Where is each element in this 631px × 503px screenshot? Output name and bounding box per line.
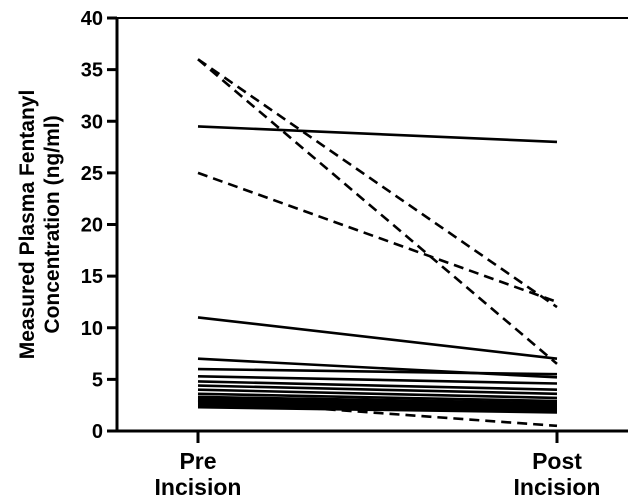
y-tick-label: 5: [92, 369, 103, 391]
series-line-11: [197, 388, 558, 400]
y-axis-title-line: Measured Plasma Fentanyl: [16, 90, 39, 360]
series-line-1: [197, 58, 558, 365]
y-axis-title: Measured Plasma FentanylConcentration (n…: [16, 90, 64, 360]
y-tick-label: 25: [81, 163, 103, 185]
y-tick-label: 10: [81, 318, 103, 340]
y-tick-label: 20: [81, 215, 103, 237]
series-line-18: [197, 405, 558, 414]
x-category-label: Post Incision: [514, 448, 601, 500]
series-line-2: [197, 58, 558, 309]
series-line-16: [197, 401, 558, 411]
series-line-12: [197, 392, 558, 403]
series-line-9: [197, 380, 558, 391]
axes: [107, 16, 628, 443]
series-line-15: [197, 399, 558, 409]
x-category-label-line: Incision: [155, 474, 242, 500]
series-line-19: [197, 398, 558, 428]
series-line-10: [197, 384, 558, 396]
y-tick-label: 0: [92, 421, 103, 443]
x-category-label-line: Incision: [514, 474, 601, 500]
y-axis-title-line: Concentration (ng/ml): [41, 115, 64, 333]
series-line-7: [197, 367, 558, 376]
y-tick-label: 35: [81, 60, 103, 82]
x-category-label-line: Post: [532, 448, 582, 474]
series-line-13: [197, 395, 558, 405]
series-line-4: [197, 125, 558, 144]
series-line-14: [197, 397, 558, 407]
series-line-3: [197, 171, 558, 304]
y-tick-label: 30: [81, 111, 103, 133]
y-tick-label: 40: [81, 8, 103, 30]
series-line-8: [197, 374, 558, 385]
x-category-label: Pre Incision: [155, 448, 242, 500]
series-line-5: [197, 316, 558, 361]
series-layer: [197, 58, 558, 428]
x-category-label-line: Pre: [179, 448, 216, 474]
y-tick-label: 15: [81, 266, 103, 288]
